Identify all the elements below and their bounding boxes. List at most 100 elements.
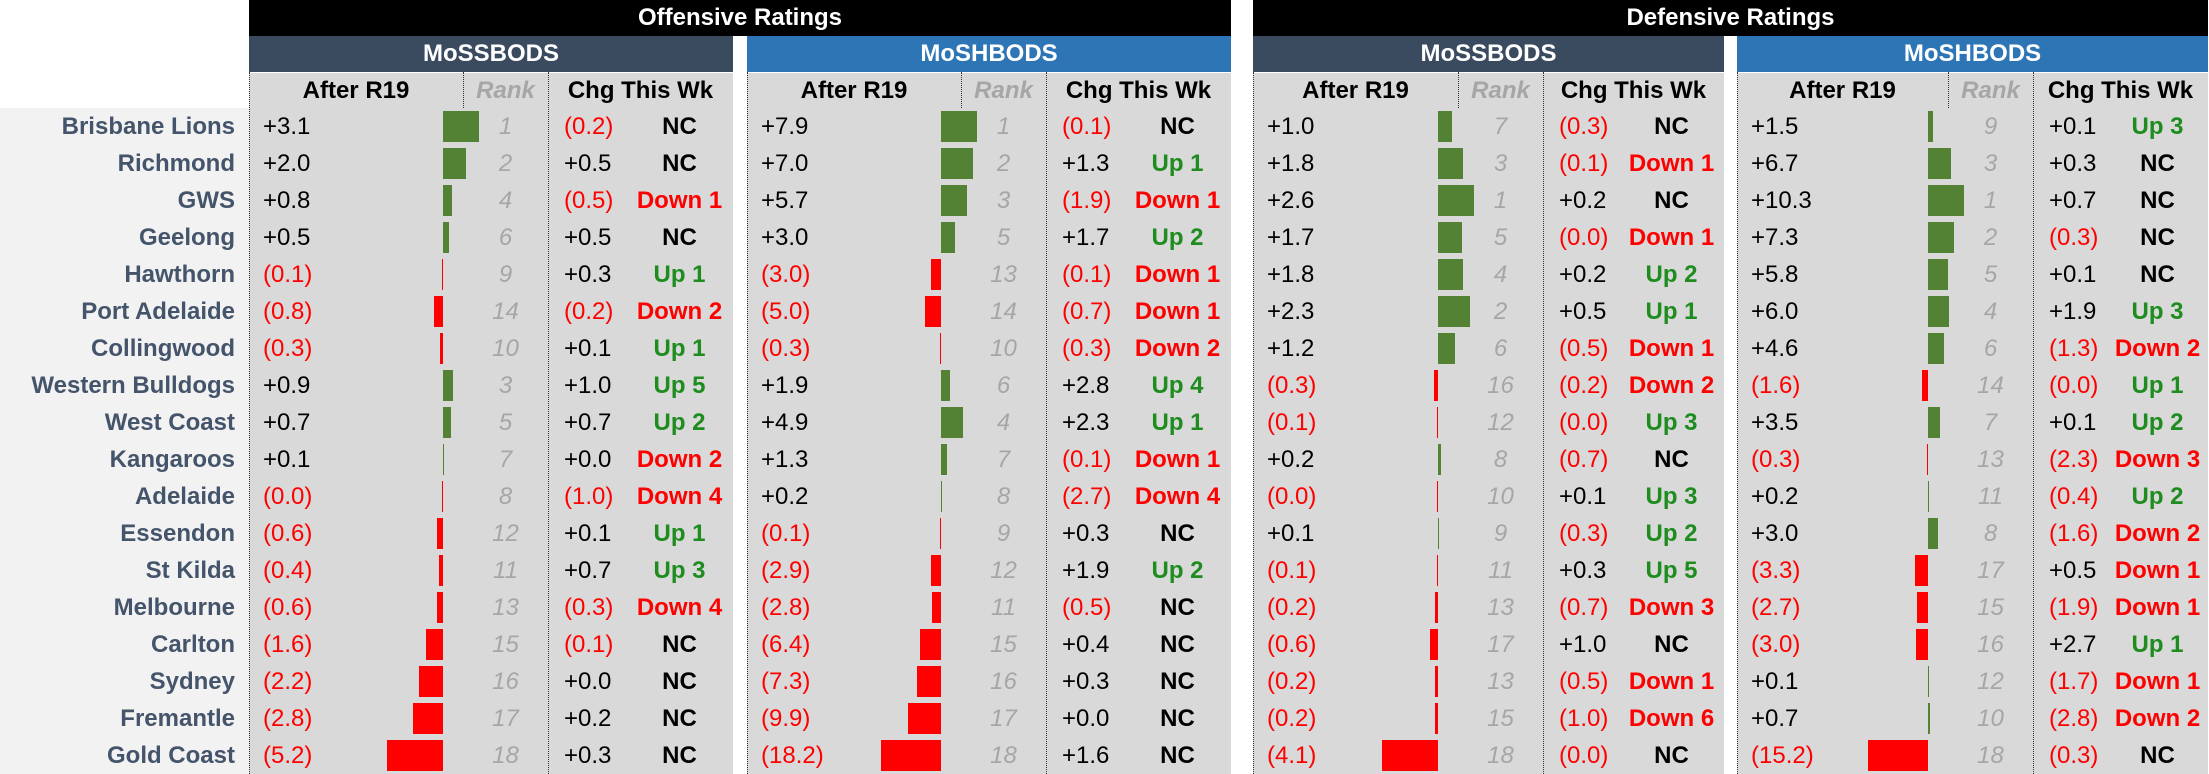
rank-value: 15: [492, 630, 519, 658]
panel-1-divider-rank: [961, 72, 962, 108]
rating-bar: [1927, 444, 1928, 475]
rating-bar: [1437, 481, 1438, 512]
panel-0-divider-chg: [548, 72, 549, 774]
rank-change-status: NC: [2140, 186, 2175, 214]
panel-3-divider-chg: [2033, 72, 2034, 774]
change-value: (0.1): [564, 630, 614, 658]
rank-value: 3: [996, 186, 1011, 214]
rank-value: 18: [492, 741, 519, 769]
rank-change-status: Down 1: [1628, 334, 1715, 362]
rating-value: +7.3: [1751, 223, 1799, 251]
rank-value: 4: [498, 186, 513, 214]
change-value: (0.3): [1559, 519, 1609, 547]
panel-0-after-header: After R19: [249, 72, 463, 108]
change-value: +1.3: [1062, 149, 1110, 177]
rank-change-status: Up 1: [1645, 297, 1698, 325]
rank-change-status: Up 2: [1151, 223, 1204, 251]
panel-0-source-header: MoSSBODS: [249, 36, 733, 72]
rank-change-status: NC: [662, 149, 697, 177]
rating-bar: [1922, 370, 1928, 401]
rating-bar: [1438, 333, 1455, 364]
rank-change-status: Up 1: [653, 334, 706, 362]
rank-value: 4: [1983, 297, 1998, 325]
rank-change-status: Up 4: [1151, 371, 1204, 399]
rating-value: +6.7: [1751, 149, 1799, 177]
team-name: Adelaide: [134, 482, 235, 510]
rating-value: +0.8: [263, 186, 311, 214]
change-value: (0.1): [1062, 260, 1112, 288]
team-name: Western Bulldogs: [31, 371, 235, 399]
rating-bar: [1928, 185, 1964, 216]
rating-value: +7.0: [761, 149, 809, 177]
rank-change-status: NC: [1654, 186, 1689, 214]
rating-value: (15.2): [1751, 741, 1814, 769]
rating-bar: [941, 481, 942, 512]
rating-value: +3.0: [761, 223, 809, 251]
change-value: +2.7: [2049, 630, 2097, 658]
rank-change-status: Down 4: [1134, 482, 1221, 510]
change-value: (0.5): [1559, 667, 1609, 695]
rating-value: (0.8): [263, 297, 313, 325]
rating-bar: [1928, 518, 1938, 549]
rank-value: 14: [492, 297, 519, 325]
rating-bar: [941, 444, 947, 475]
panel-3-rank-header: Rank: [1948, 72, 2033, 108]
change-value: +0.3: [1062, 519, 1110, 547]
rank-change-status: Up 2: [2131, 408, 2184, 436]
rating-value: (5.0): [761, 297, 811, 325]
rank-change-status: NC: [2140, 223, 2175, 251]
rank-change-status: Down 1: [2114, 593, 2201, 621]
panel-1-divider-chg: [1046, 72, 1047, 774]
rank-change-status: NC: [1654, 630, 1689, 658]
rating-bar: [1438, 148, 1463, 179]
team-name: Gold Coast: [106, 741, 235, 769]
rating-bar: [442, 259, 443, 290]
rank-value: 16: [1977, 630, 2004, 658]
rating-value: +0.7: [263, 408, 311, 436]
rank-value: 17: [1977, 556, 2004, 584]
change-value: +1.0: [1559, 630, 1607, 658]
rating-value: +7.9: [761, 112, 809, 140]
rank-value: 11: [1488, 556, 1513, 584]
rating-bar: [387, 740, 443, 771]
change-value: (0.3): [2049, 223, 2099, 251]
rating-bar: [941, 111, 977, 142]
rating-bar: [1928, 703, 1930, 734]
rating-bar: [437, 592, 443, 623]
change-value: (1.3): [2049, 334, 2099, 362]
rank-value: 18: [1977, 741, 2004, 769]
change-value: +1.7: [1062, 223, 1110, 251]
panel-0-divider-rank: [463, 72, 464, 108]
rank-change-status: Up 2: [1645, 519, 1698, 547]
rank-value: 8: [996, 482, 1011, 510]
rank-value: 12: [1487, 408, 1514, 436]
rank-change-status: Down 1: [636, 186, 723, 214]
rank-change-status: Up 3: [1645, 482, 1698, 510]
rank-value: 9: [996, 519, 1011, 547]
change-value: +0.4: [1062, 630, 1110, 658]
team-name: Essendon: [120, 519, 235, 547]
rating-value: +1.8: [1267, 149, 1315, 177]
rank-change-status: Down 2: [2114, 704, 2201, 732]
rank-value: 7: [498, 445, 513, 473]
rating-bar: [920, 629, 941, 660]
rank-value: 16: [492, 667, 519, 695]
rank-value: 6: [1983, 334, 1998, 362]
rating-bar: [437, 518, 443, 549]
rating-bar: [1438, 259, 1463, 290]
team-name: Carlton: [151, 630, 235, 658]
change-value: (2.8): [2049, 704, 2099, 732]
rank-value: 10: [990, 334, 1017, 362]
panel-1-chg-header: Chg This Wk: [1046, 72, 1231, 108]
rank-value: 2: [1493, 297, 1508, 325]
change-value: (0.3): [1062, 334, 1112, 362]
rating-bar: [443, 222, 449, 253]
rank-value: 11: [493, 556, 518, 584]
rank-change-status: Up 1: [653, 519, 706, 547]
rating-value: +0.2: [1751, 482, 1799, 510]
team-name: Kangaroos: [109, 445, 235, 473]
panel-1-divider-left: [747, 72, 748, 774]
rank-change-status: Up 5: [653, 371, 706, 399]
rating-bar: [941, 370, 950, 401]
change-value: (0.3): [1559, 112, 1609, 140]
